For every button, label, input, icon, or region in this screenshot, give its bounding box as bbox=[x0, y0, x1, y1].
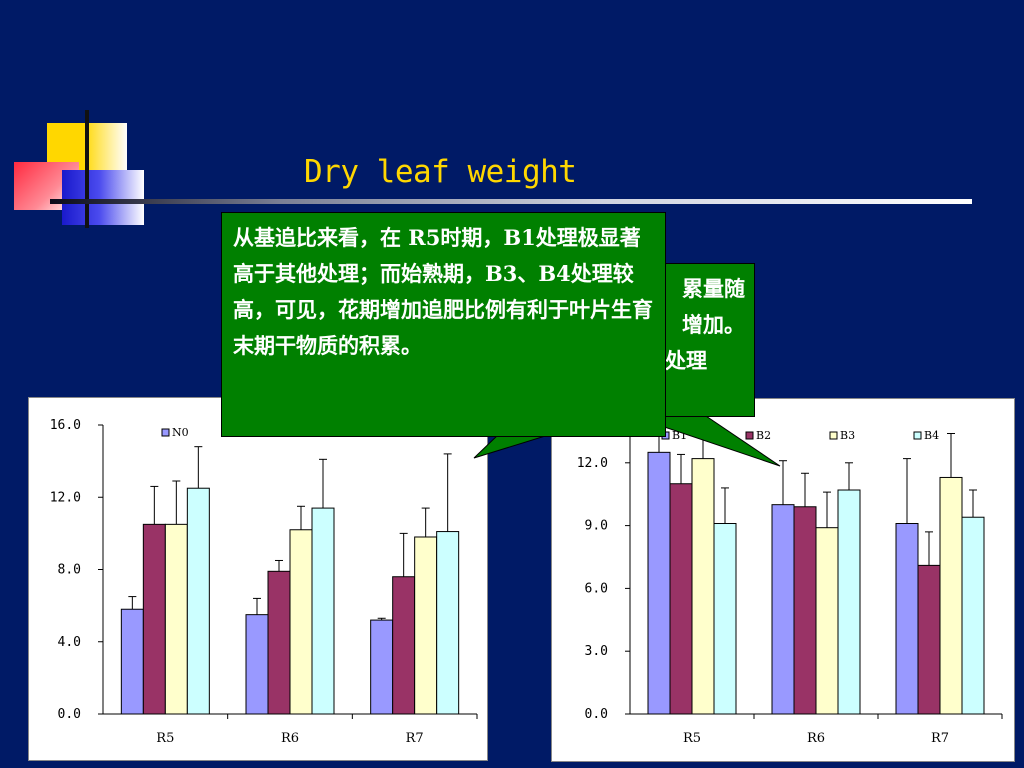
vertical-rule-decoration bbox=[85, 110, 89, 228]
callout-back-fragment: 增加。 bbox=[682, 312, 745, 337]
bar-b1 bbox=[895, 523, 919, 715]
y-tick-label: 16.0 bbox=[50, 418, 81, 433]
y-tick-label: 12.0 bbox=[577, 456, 608, 471]
y-tick-label: 3.0 bbox=[585, 644, 608, 659]
slide-title: Dry leaf weight bbox=[304, 154, 577, 190]
bar-n3 bbox=[186, 487, 210, 715]
chart-panel-left: 0.04.08.012.016.0R5R6R7N0N1N2N3 bbox=[28, 397, 488, 761]
x-tick-label: R6 bbox=[281, 731, 299, 746]
blue-square-decoration bbox=[62, 170, 144, 225]
bar-n2 bbox=[289, 529, 313, 715]
legend-swatch bbox=[745, 431, 754, 440]
chart-panel-right: 0.0 3.0 6.0 9.0 12.0 R5 R6 R7 B1 B2 B3 B4 bbox=[551, 398, 1015, 762]
legend-label-b1: B1 bbox=[672, 429, 687, 442]
bar-b2 bbox=[793, 506, 817, 715]
x-tick-label: R5 bbox=[156, 731, 174, 746]
bar-b2 bbox=[669, 483, 693, 715]
legend-label-b3: B3 bbox=[840, 429, 855, 442]
dry-leaf-weight-chart-n: 0.04.08.012.016.0R5R6R7N0N1N2N3 bbox=[50, 418, 478, 746]
bar-n1 bbox=[267, 570, 291, 715]
callout-back-fragment: 处理 bbox=[665, 348, 707, 373]
bar-n3 bbox=[436, 531, 460, 715]
bar-b3 bbox=[691, 458, 715, 715]
bar-n0 bbox=[120, 608, 144, 715]
dry-leaf-weight-chart-b: 0.0 3.0 6.0 9.0 12.0 R5 R6 R7 B1 B2 B3 B4 bbox=[577, 400, 1003, 746]
bar-b1 bbox=[771, 504, 795, 715]
legend-label-n0: N0 bbox=[172, 426, 189, 439]
y-tick-label: 8.0 bbox=[58, 563, 81, 578]
x-tick-label: R7 bbox=[931, 731, 949, 746]
y-tick-label: 9.0 bbox=[585, 519, 608, 534]
bar-b3 bbox=[939, 476, 963, 715]
legend-label-b4: B4 bbox=[924, 429, 939, 442]
bar-n2 bbox=[164, 523, 188, 715]
legend-swatch bbox=[161, 428, 170, 437]
callout-back-fragment: 累量随 bbox=[682, 276, 745, 301]
y-tick-label: 12.0 bbox=[50, 490, 81, 505]
legend-swatch bbox=[913, 431, 922, 440]
bar-b4 bbox=[713, 523, 737, 715]
bar-n2 bbox=[414, 536, 438, 715]
callout-front: 从基追比来看，在 R5时期，B1处理极显著高于其他处理；而始熟期，B3、B4处理… bbox=[221, 212, 666, 437]
y-tick-label: 0.0 bbox=[58, 707, 81, 722]
x-tick-label: R7 bbox=[406, 731, 424, 746]
bar-b1 bbox=[647, 451, 671, 715]
y-tick-label: 4.0 bbox=[58, 635, 81, 650]
y-tick-label: 6.0 bbox=[585, 581, 608, 596]
y-tick-label: 0.0 bbox=[585, 707, 608, 722]
title-underline bbox=[50, 199, 972, 204]
bar-n0 bbox=[370, 619, 394, 715]
bar-b4 bbox=[961, 516, 985, 715]
bar-n1 bbox=[392, 576, 416, 715]
bar-n3 bbox=[311, 507, 335, 715]
legend-label-b2: B2 bbox=[756, 429, 771, 442]
bar-b3 bbox=[815, 527, 839, 715]
x-tick-label: R6 bbox=[807, 731, 825, 746]
x-tick-label: R5 bbox=[683, 731, 701, 746]
bar-n0 bbox=[245, 614, 269, 715]
legend-swatch bbox=[829, 431, 838, 440]
callout-front-text: 从基追比来看，在 R5时期，B1处理极显著高于其他处理；而始熟期，B3、B4处理… bbox=[233, 225, 653, 358]
bar-n1 bbox=[142, 523, 166, 715]
bar-b2 bbox=[917, 564, 941, 715]
bar-b4 bbox=[837, 489, 861, 715]
